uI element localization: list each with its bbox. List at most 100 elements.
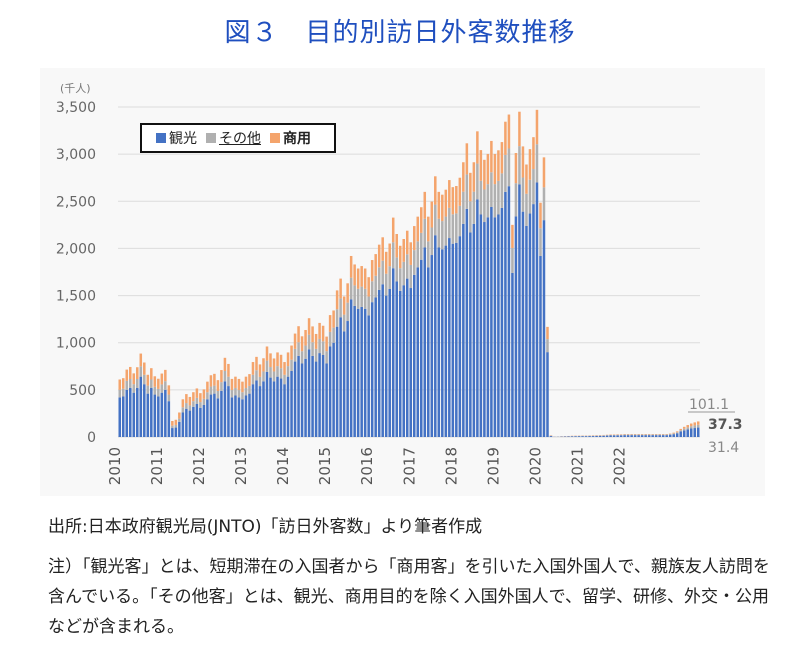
bar-観光 [483,222,486,437]
bar-観光 [374,297,377,437]
x-tick-label: 2010 [106,447,124,485]
bar-観光 [490,206,493,437]
bar-その他 [346,302,349,322]
bar-商用 [129,366,132,380]
bar-商用 [462,162,465,192]
bar-その他 [174,424,178,428]
bar-商用 [693,422,696,426]
bar-その他 [535,144,539,183]
bar-商用 [398,245,402,269]
bar-観光 [293,361,297,437]
bar-その他 [493,184,497,218]
bar-商用 [451,187,455,215]
bar-観光 [539,255,542,437]
bar-観光 [160,392,164,437]
bar-観光 [518,184,521,437]
bar-観光 [342,331,346,437]
bar-その他 [675,432,679,434]
bar-商用 [318,322,321,339]
bar-商用 [185,394,188,404]
bar-その他 [476,163,479,200]
bar-商用 [672,432,675,434]
bar-商用 [490,140,493,173]
bar-観光 [202,404,206,437]
page-title: 図３ 目的別訪日外客数推移 [224,18,576,48]
bar-商用 [486,153,490,185]
bar-観光 [693,428,696,437]
bar-その他 [332,327,335,343]
bar-商用 [297,326,300,343]
bar-商用 [416,216,420,242]
bar-商用 [290,345,293,360]
bar-観光 [675,433,679,437]
bar-その他 [469,201,472,233]
x-tick-label: 2012 [190,447,208,485]
chart-legend: 観光 その他 商用 [140,123,336,153]
bar-観光 [588,436,591,437]
bar-その他 [437,218,441,248]
bar-その他 [651,434,654,436]
bar-商用 [511,224,514,248]
bar-商用 [227,363,230,377]
bar-その他 [300,351,304,364]
bar-その他 [146,385,150,394]
bar-その他 [185,403,188,409]
bar-観光 [605,435,609,437]
bar-その他 [139,366,143,377]
bar-その他 [220,382,223,391]
bar-その他 [181,407,185,413]
bar-観光 [497,214,500,437]
bar-商用 [686,425,689,428]
bar-商用 [546,326,549,340]
bar-その他 [497,180,500,215]
bar-商用 [493,153,497,185]
x-tick-label: 2015 [316,447,334,485]
bar-その他 [479,180,483,215]
bar-その他 [276,366,279,377]
bar-商用 [311,326,314,343]
legend-label-商用: 商用 [283,131,311,147]
x-tick-label: 2016 [358,447,376,485]
bar-観光 [427,267,430,437]
bar-観光 [279,378,283,437]
bar-商用 [346,283,349,303]
bar-その他 [160,384,164,393]
bar-観光 [658,435,661,437]
bar-観光 [286,376,290,437]
bar-その他 [335,309,339,327]
bar-その他 [637,434,640,436]
bar-商用 [332,310,335,328]
bar-商用 [276,352,279,367]
bar-商用 [479,150,483,181]
bar-その他 [546,339,549,353]
bar-商用 [307,318,311,335]
bar-観光 [504,191,507,437]
bar-その他 [150,379,153,388]
bar-その他 [143,374,146,385]
bar-観光 [185,408,188,437]
bar-商用 [328,315,332,332]
bar-商用 [448,180,451,208]
bar-商用 [125,369,129,381]
bar-商用 [171,420,174,426]
bar-観光 [244,395,248,437]
bar-商用 [525,164,528,194]
bar-観光 [255,380,258,437]
bar-その他 [647,434,651,436]
bar-観光 [448,238,451,437]
bar-その他 [405,254,409,279]
bar-その他 [661,434,665,436]
x-tick-label: 2021 [569,447,587,485]
bar-商用 [146,374,150,386]
bar-商用 [192,392,195,402]
bar-その他 [420,232,423,260]
bar-その他 [398,268,402,291]
bar-観光 [143,384,146,437]
bar-観光 [679,431,682,437]
bar-その他 [511,247,514,273]
bar-観光 [290,371,293,437]
bar-観光 [546,352,549,437]
bar-商用 [356,268,360,289]
bar-商用 [483,159,486,190]
bar-その他 [356,288,360,309]
